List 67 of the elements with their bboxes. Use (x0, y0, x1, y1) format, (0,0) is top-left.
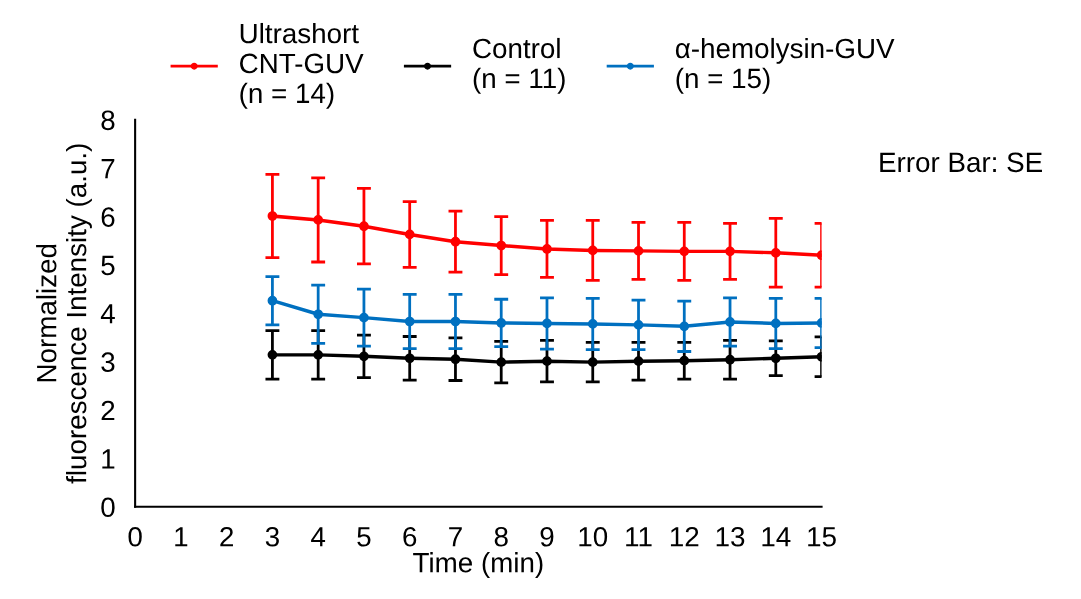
x-axis-title: Time (min) (413, 552, 543, 578)
point (404, 353, 415, 364)
point (267, 295, 278, 306)
point (633, 246, 644, 256)
x-tick-label: 2 (220, 526, 233, 547)
point (542, 318, 552, 329)
y-tick-label: 4 (100, 304, 115, 324)
point (770, 247, 781, 258)
x-tick-label: 1 (175, 527, 188, 547)
point (313, 309, 324, 320)
point (313, 215, 324, 225)
point (359, 221, 369, 232)
point (450, 236, 461, 247)
x-tick-label: 14 (762, 527, 791, 547)
y-tick-label: 0 (101, 497, 115, 518)
point (450, 354, 461, 365)
point (496, 240, 507, 251)
point (496, 357, 507, 367)
point (679, 246, 690, 257)
point (725, 354, 735, 365)
point (313, 350, 324, 360)
point (587, 319, 598, 329)
y-axis-title: Normalized fluorescence Intensity (a.u.) (36, 144, 92, 484)
x-tick-label: 15 (808, 527, 836, 547)
point (725, 317, 735, 327)
legend-label: Ultrashort CNT-GUV (n = 14) (240, 22, 364, 109)
point (359, 312, 369, 323)
point (404, 316, 415, 327)
point (633, 320, 644, 330)
text: Error Bar: SE (880, 152, 1042, 173)
x-tick-label: 0 (128, 526, 142, 547)
point (633, 356, 644, 367)
point (587, 245, 598, 256)
x-tick-label: 12 (670, 526, 699, 547)
point (542, 356, 552, 367)
x-tick-label: 3 (265, 526, 279, 547)
y-tick-label: 1 (102, 449, 115, 469)
point (725, 246, 735, 257)
x-tick-label: 4 (311, 527, 326, 547)
y-tick-label: 7 (101, 159, 115, 179)
y-tick-label: 8 (101, 110, 115, 131)
point (267, 350, 278, 360)
point (542, 244, 552, 254)
point (404, 229, 415, 240)
point (679, 321, 690, 332)
point (770, 318, 781, 329)
y-tick-label: 5 (101, 255, 115, 276)
point (267, 211, 278, 221)
legend-label: Control (n = 11) (473, 37, 565, 94)
x-tick-label: 10 (579, 526, 608, 547)
point (587, 357, 598, 367)
legend-label: α-hemolysin-GUV (n = 15) (675, 37, 895, 94)
x-tick-label: 6 (403, 526, 417, 547)
point (450, 316, 461, 327)
x-tick-label: 11 (626, 527, 652, 547)
x-tick-label: 13 (716, 526, 745, 547)
x-tick-label: 8 (494, 526, 508, 547)
point (679, 355, 690, 366)
x-tick-label: 7 (449, 527, 462, 547)
point (770, 353, 781, 364)
x-tick-label: 9 (540, 526, 554, 547)
y-tick-label: 3 (101, 352, 115, 372)
y-tick-label: 6 (101, 207, 115, 227)
y-tick-label: 2 (101, 400, 115, 421)
point (496, 318, 507, 328)
x-tick-label: 5 (357, 527, 371, 547)
point (359, 351, 369, 362)
